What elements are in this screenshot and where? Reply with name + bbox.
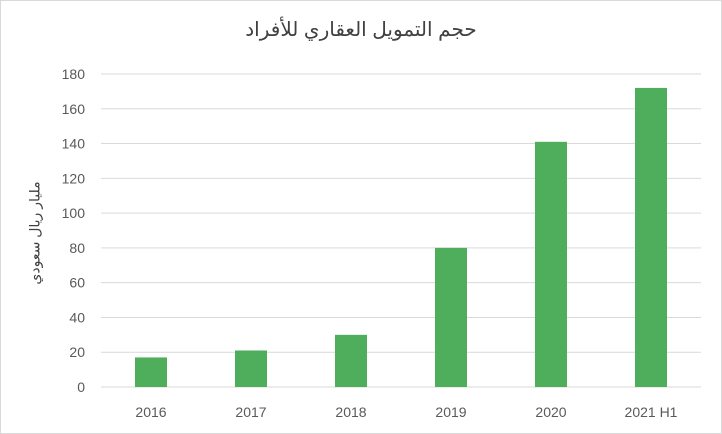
y-tick-label-0: 0 xyxy=(77,379,85,395)
bar-2016 xyxy=(135,357,167,387)
y-tick-label-60: 60 xyxy=(69,275,85,291)
bar-2021-h1 xyxy=(635,87,667,388)
y-tick-label-40: 40 xyxy=(69,309,85,325)
x-tick-label-2017: 2017 xyxy=(235,404,266,420)
y-tick-label-20: 20 xyxy=(69,344,85,360)
y-tick-label-100: 100 xyxy=(62,205,86,221)
y-tick-label-140: 140 xyxy=(62,136,86,152)
bar-2019 xyxy=(435,247,467,387)
x-tick-label-2016: 2016 xyxy=(135,404,166,420)
y-tick-label-160: 160 xyxy=(62,101,86,117)
chart-title: حجم التمويل العقاري للأفراد xyxy=(245,19,477,41)
x-tick-label-2020: 2020 xyxy=(535,404,566,420)
x-tick-label-2019: 2019 xyxy=(435,404,466,420)
y-tick-label-80: 80 xyxy=(69,240,85,256)
x-tick-label-2021-h1: 2021 H1 xyxy=(625,404,678,420)
bar-2017 xyxy=(235,350,267,387)
bar-2020 xyxy=(535,141,567,387)
y-tick-label-180: 180 xyxy=(62,66,86,82)
x-tick-label-2018: 2018 xyxy=(335,404,366,420)
bar-2018 xyxy=(335,334,367,387)
y-tick-label-120: 120 xyxy=(62,170,86,186)
